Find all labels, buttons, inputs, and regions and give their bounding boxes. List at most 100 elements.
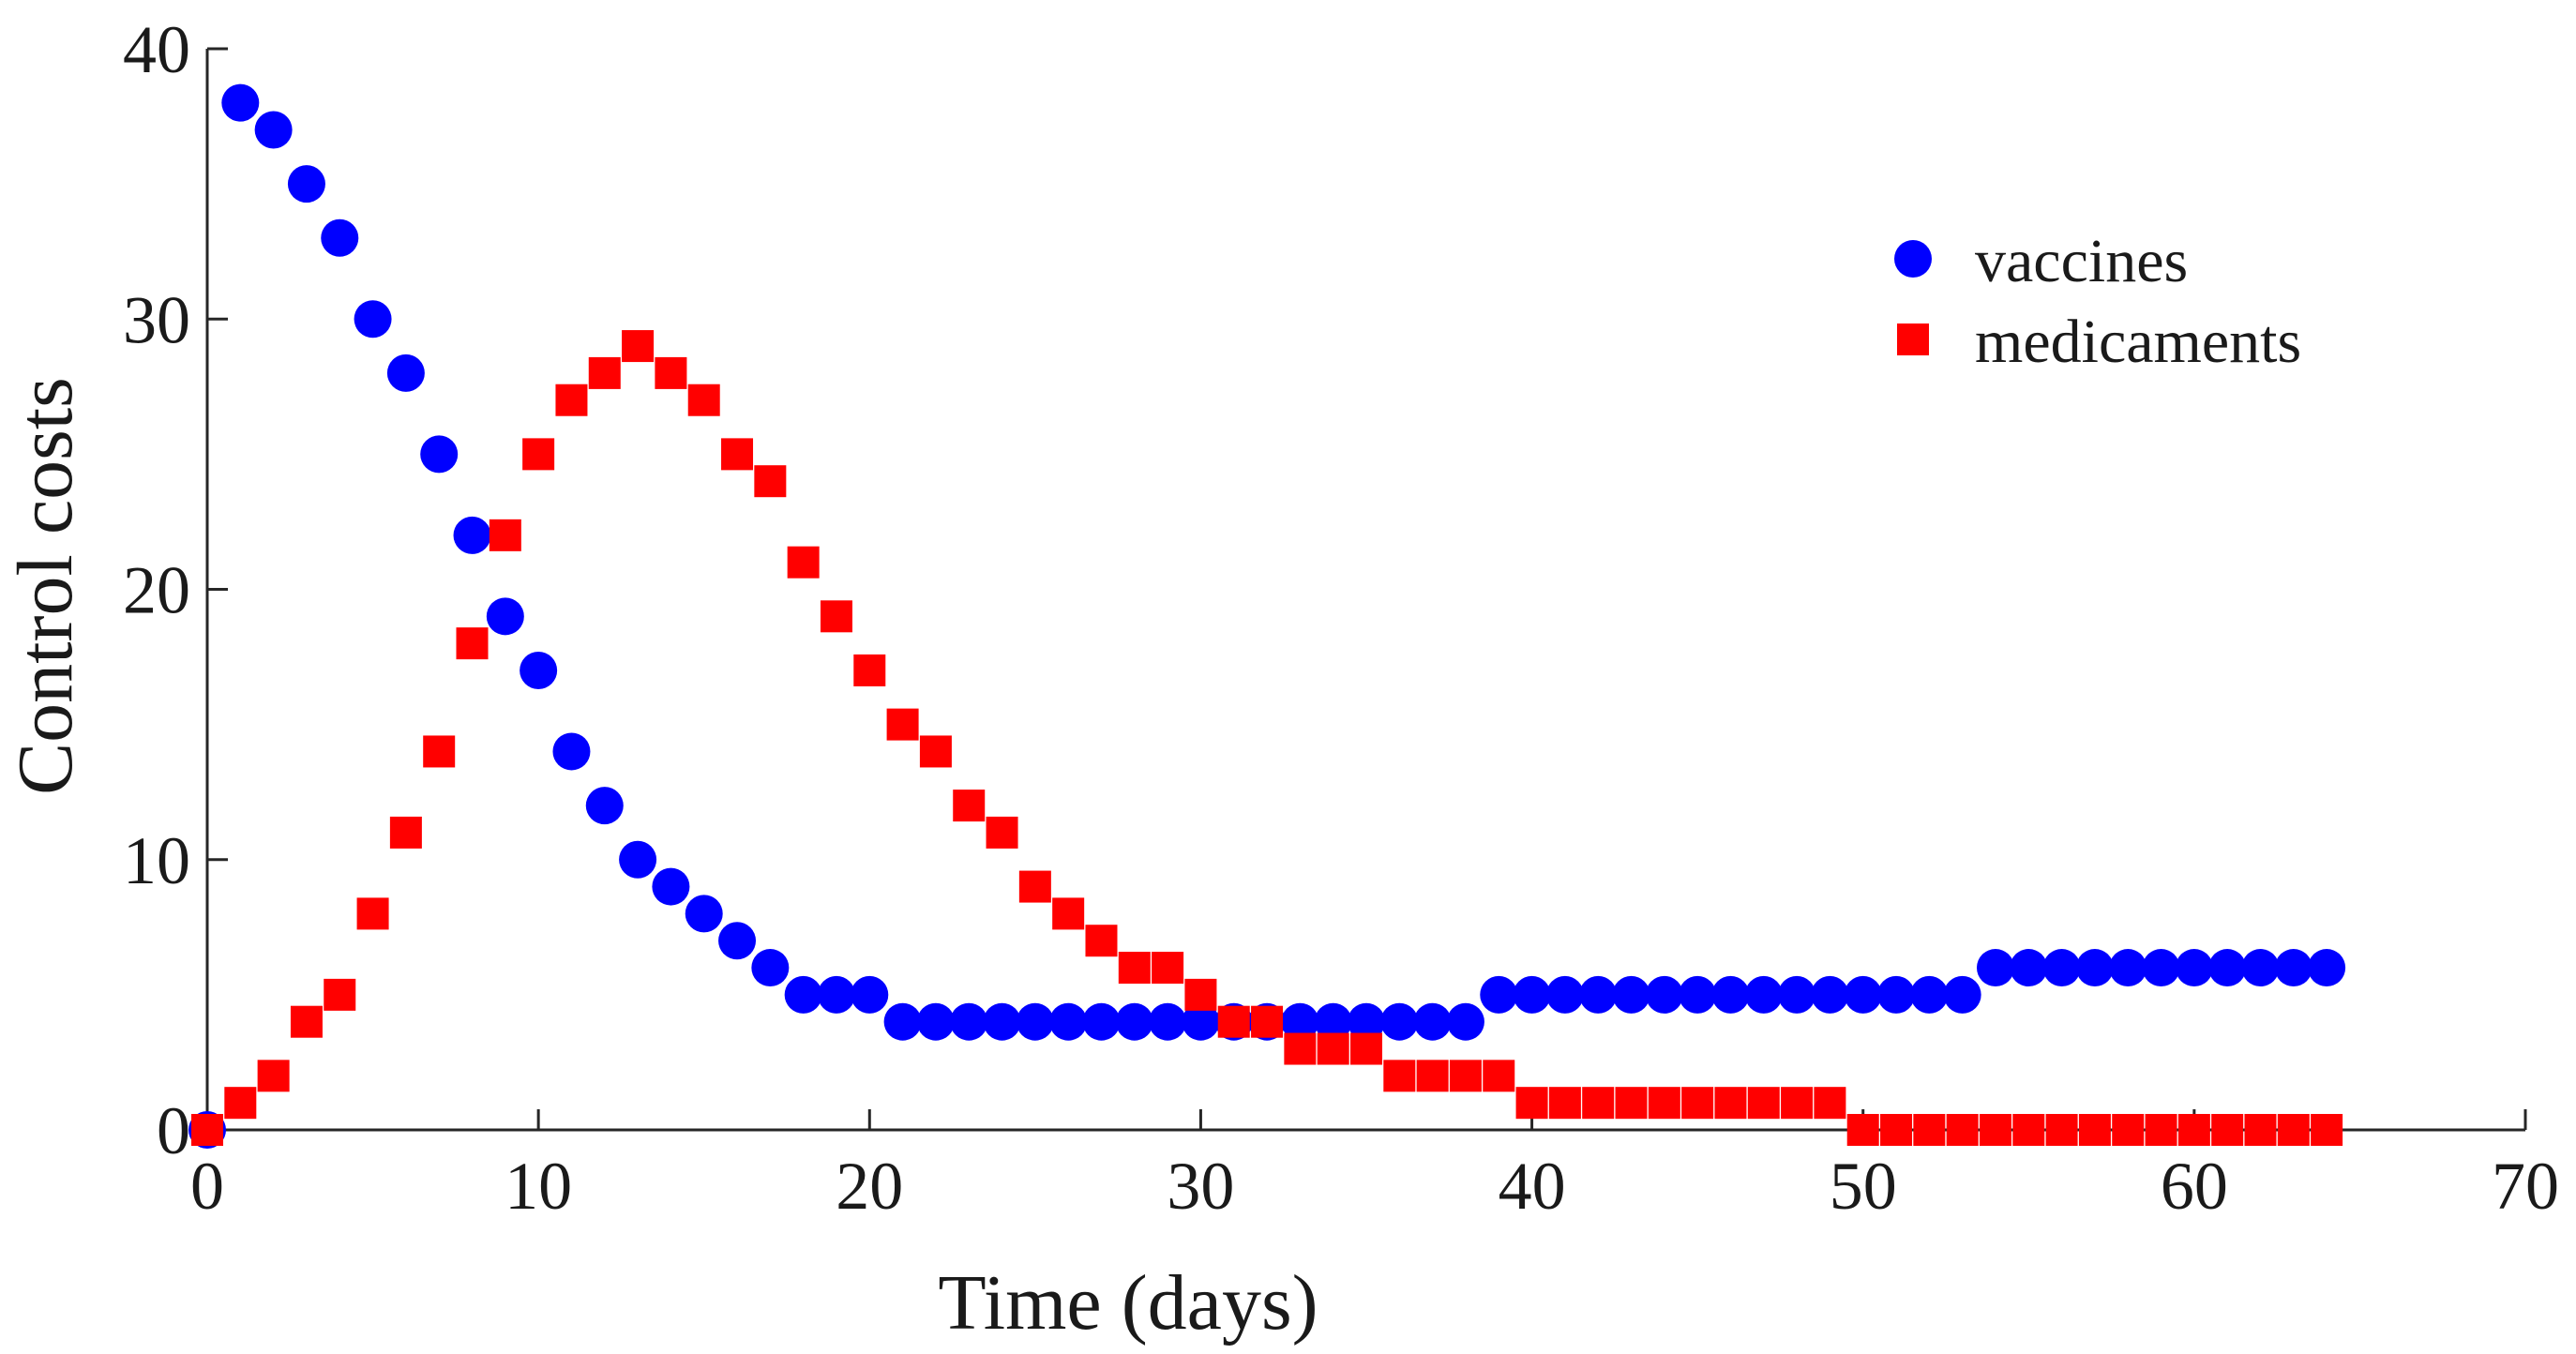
vaccines-point (751, 949, 790, 987)
medicaments-point (1515, 1087, 1548, 1120)
legend-marker-medicaments (1897, 323, 1929, 355)
vaccines-point (552, 732, 591, 771)
vaccines-point (1149, 1002, 1187, 1041)
vaccines-point (287, 165, 325, 203)
medicaments-point (687, 384, 720, 416)
medicaments-point (853, 654, 886, 686)
legend-label-vaccines: vaccines (1975, 227, 2188, 295)
medicaments-point (754, 465, 787, 498)
vaccines-point (1446, 1002, 1484, 1041)
medicaments-point (1880, 1114, 1913, 1146)
medicaments-point (423, 735, 456, 768)
vaccines-point (2208, 949, 2247, 987)
vaccines-point (2042, 949, 2081, 987)
vaccines-point (1877, 975, 1916, 1014)
medicaments-point (2244, 1114, 2277, 1146)
medicaments-point (1615, 1087, 1648, 1120)
y-tick-label: 10 (123, 823, 190, 898)
vaccines-point (1976, 949, 2014, 987)
vaccines-point (652, 867, 690, 906)
vaccines-point (1545, 975, 1584, 1014)
medicaments-point (655, 356, 687, 389)
medicaments-point (1814, 1087, 1846, 1120)
y-tick-label: 40 (123, 12, 190, 87)
y-axis-ticks: 0 10 20 30 40 (123, 12, 228, 1168)
medicaments-point (1946, 1114, 1979, 1146)
vaccines-point (1082, 1002, 1121, 1041)
vaccines-point (2241, 949, 2280, 987)
vaccines-point (1943, 975, 1981, 1014)
y-tick-label: 30 (123, 282, 190, 357)
x-tick-label: 30 (1167, 1149, 1234, 1224)
y-tick-label: 20 (123, 553, 190, 628)
vaccines-point (1711, 975, 1750, 1014)
medicaments-point (1184, 978, 1217, 1011)
medicaments-point (1846, 1114, 1879, 1146)
vaccines-point (321, 218, 359, 257)
medicaments-point (1781, 1087, 1814, 1120)
vaccines-point (1380, 1002, 1419, 1041)
medicaments-point (1217, 1005, 1250, 1038)
medicaments-point (1152, 952, 1184, 985)
vaccines-point (1612, 975, 1650, 1014)
vaccines-point (851, 975, 889, 1014)
medicaments-point (1747, 1087, 1780, 1120)
medicaments-point (886, 708, 919, 741)
medicaments-point (721, 438, 754, 471)
vaccines-point (883, 1002, 922, 1041)
x-tick-label: 60 (2161, 1149, 2228, 1224)
medicaments-point (1913, 1114, 1946, 1146)
medicaments-point (953, 790, 986, 822)
x-tick-label: 10 (505, 1149, 572, 1224)
medicaments-point (1449, 1060, 1482, 1092)
vaccines-point (1513, 975, 1551, 1014)
vaccines-point (1182, 1002, 1220, 1041)
medicaments-point (257, 1060, 290, 1092)
vaccines-point (1115, 1002, 1153, 1041)
medicaments-point (389, 816, 422, 849)
vaccines-point (254, 111, 293, 149)
medicaments-point (787, 546, 820, 579)
medicaments-point (1681, 1087, 1714, 1120)
vaccines-point (1645, 975, 1683, 1014)
medicaments-point (2012, 1114, 2045, 1146)
vaccines-point (1811, 975, 1849, 1014)
vaccines-point (1679, 975, 1717, 1014)
x-tick-label: 20 (836, 1149, 903, 1224)
medicaments-point (522, 438, 555, 471)
vaccines-point (2075, 949, 2114, 987)
medicaments-point (1548, 1087, 1581, 1120)
medicaments-point (820, 600, 852, 633)
medicaments-point (2311, 1114, 2343, 1146)
vaccines-point (817, 975, 855, 1014)
medicaments-point (1052, 897, 1085, 930)
medicaments-point (2045, 1114, 2078, 1146)
medicaments-point (2211, 1114, 2244, 1146)
vaccines-point (1778, 975, 1816, 1014)
medicaments-point (555, 384, 588, 416)
medicaments-point (2277, 1114, 2310, 1146)
y-axis-title: Control costs (2, 377, 89, 795)
legend: vaccines medicaments (1894, 227, 2301, 376)
medicaments-point (1582, 1087, 1615, 1120)
medicaments-point (1483, 1060, 1515, 1092)
vaccines-point (2308, 949, 2346, 987)
vaccines-point (983, 1002, 1021, 1041)
medicaments-point (489, 519, 521, 551)
x-tick-label: 0 (190, 1149, 224, 1224)
medicaments-point (1251, 1005, 1284, 1038)
medicaments-point (2145, 1114, 2177, 1146)
vaccines-point (1480, 975, 1518, 1014)
vaccines-point (2274, 949, 2312, 987)
medicaments-point (2112, 1114, 2145, 1146)
vaccines-point (1314, 1002, 1352, 1041)
medicaments-point (356, 897, 389, 930)
series-vaccines (188, 83, 2346, 1149)
medicaments-point (1085, 925, 1118, 957)
vaccines-point (950, 1002, 988, 1041)
medicaments-point (919, 735, 952, 768)
series-medicaments (191, 330, 2343, 1146)
vaccines-point (2175, 949, 2213, 987)
vaccines-point (2109, 949, 2147, 987)
